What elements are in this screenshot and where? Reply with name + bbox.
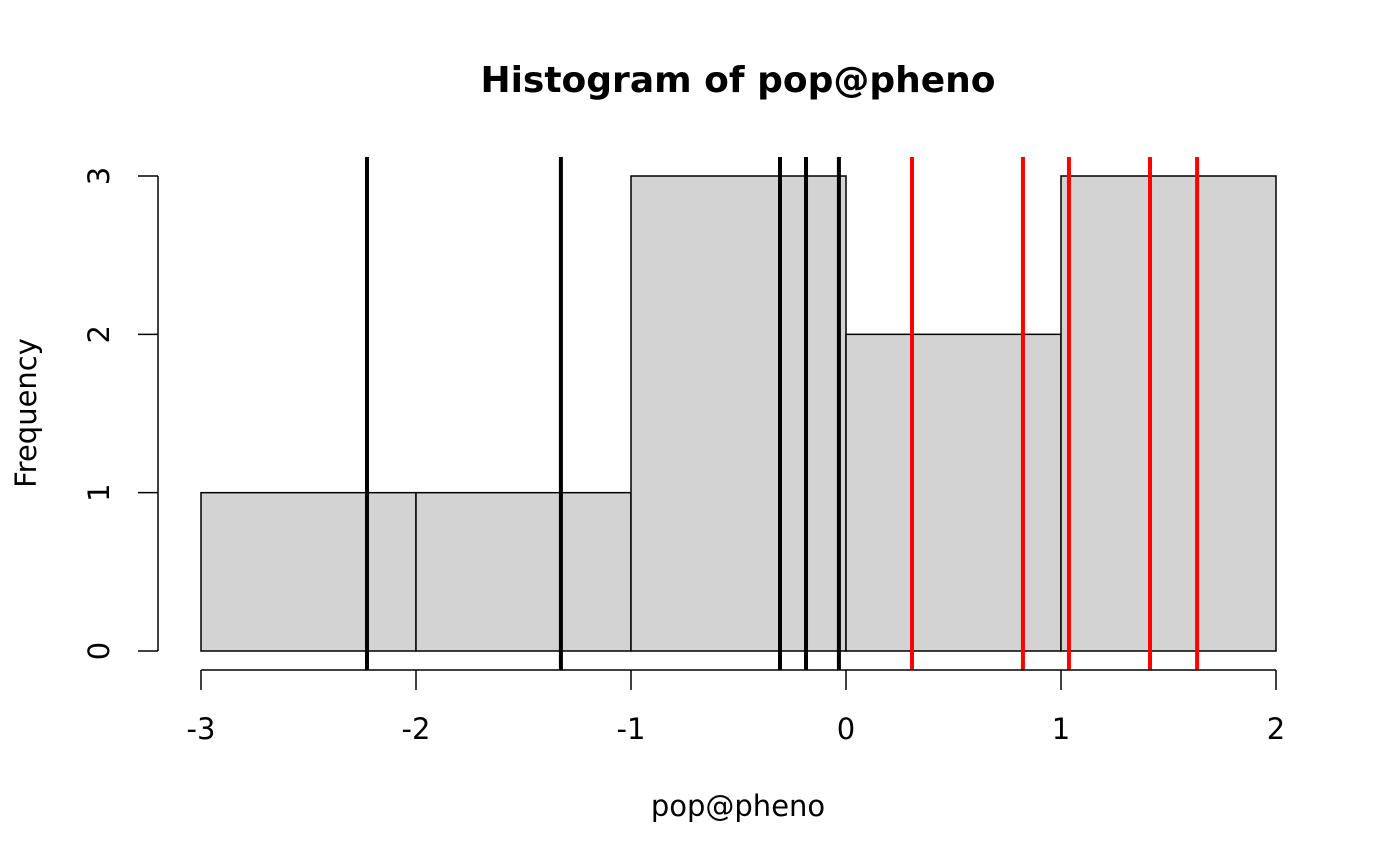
histogram-bar <box>1060 175 1277 652</box>
histogram-bar <box>200 491 417 652</box>
x-tick-label: 2 <box>1267 712 1285 746</box>
y-axis: 0 1 2 3 <box>82 167 159 660</box>
x-axis: -3 -2 -1 0 1 2 <box>187 669 1285 746</box>
y-tick-label: 0 <box>82 642 116 660</box>
x-tick-label: 1 <box>1052 712 1070 746</box>
x-tick-label: -1 <box>617 712 646 746</box>
vertical-lines <box>364 157 1200 670</box>
x-tick-label: 0 <box>837 712 855 746</box>
histogram-bar <box>845 333 1062 652</box>
y-tick-label: 3 <box>82 167 116 185</box>
y-tick-label: 2 <box>82 325 116 343</box>
x-tick-label: -2 <box>402 712 431 746</box>
y-axis-label: Frequency <box>9 338 43 488</box>
histogram-bar <box>630 175 847 652</box>
x-axis-label: pop@pheno <box>651 789 825 823</box>
histogram-bar <box>415 491 632 652</box>
chart-title: Histogram of pop@pheno <box>480 60 995 101</box>
bars <box>200 175 1277 652</box>
x-tick-label: -3 <box>187 712 216 746</box>
y-tick-label: 1 <box>82 483 116 501</box>
